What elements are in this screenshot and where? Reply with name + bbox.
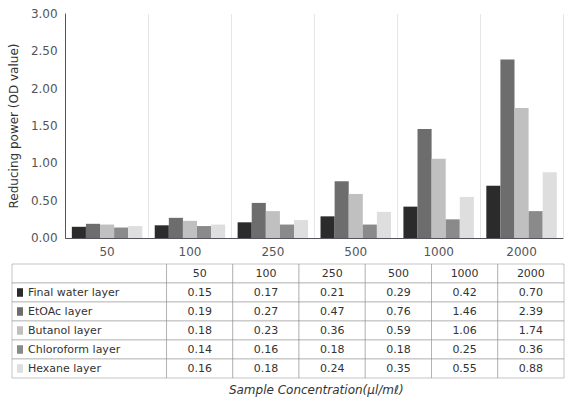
svg-text:0.00: 0.00	[31, 231, 58, 245]
svg-text:0.18: 0.18	[254, 362, 279, 375]
svg-text:0.70: 0.70	[519, 286, 544, 299]
svg-text:2.50: 2.50	[31, 44, 58, 58]
svg-text:Final water layer: Final water layer	[28, 286, 120, 299]
svg-text:0.27: 0.27	[254, 305, 279, 318]
svg-text:Chloroform layer: Chloroform layer	[28, 343, 121, 356]
svg-text:0.18: 0.18	[386, 343, 411, 356]
svg-text:0.76: 0.76	[386, 305, 411, 318]
svg-text:2000: 2000	[506, 245, 537, 259]
svg-text:1000: 1000	[423, 245, 454, 259]
svg-text:Butanol layer: Butanol layer	[28, 324, 102, 337]
svg-text:1.50: 1.50	[31, 119, 58, 133]
svg-text:250: 250	[261, 245, 284, 259]
svg-text:0.36: 0.36	[519, 343, 544, 356]
svg-text:0.88: 0.88	[519, 362, 544, 375]
svg-text:2.00: 2.00	[31, 82, 58, 96]
svg-text:0.25: 0.25	[452, 343, 477, 356]
svg-text:2.39: 2.39	[519, 305, 544, 318]
svg-text:0.15: 0.15	[187, 286, 212, 299]
svg-text:0.17: 0.17	[254, 286, 279, 299]
svg-text:2000: 2000	[517, 267, 545, 280]
svg-text:0.50: 0.50	[31, 194, 58, 208]
svg-text:0.14: 0.14	[187, 343, 212, 356]
svg-text:0.59: 0.59	[386, 324, 411, 337]
svg-text:0.19: 0.19	[187, 305, 212, 318]
svg-text:0.21: 0.21	[320, 286, 345, 299]
svg-text:1.06: 1.06	[452, 324, 477, 337]
svg-text:Sample Concentration(μl/mℓ): Sample Concentration(μl/mℓ)	[229, 383, 404, 397]
svg-text:0.23: 0.23	[254, 324, 279, 337]
svg-text:1000: 1000	[451, 267, 479, 280]
svg-text:50: 50	[99, 245, 114, 259]
svg-text:1.46: 1.46	[452, 305, 477, 318]
svg-text:EtOAc layer: EtOAc layer	[28, 305, 93, 318]
svg-text:500: 500	[344, 245, 367, 259]
svg-text:Hexane layer: Hexane layer	[28, 362, 101, 375]
svg-text:3.00: 3.00	[31, 7, 58, 21]
svg-text:1.00: 1.00	[31, 156, 58, 170]
svg-text:0.35: 0.35	[386, 362, 411, 375]
svg-text:500: 500	[388, 267, 409, 280]
svg-text:0.42: 0.42	[452, 286, 477, 299]
svg-text:0.47: 0.47	[320, 305, 345, 318]
svg-text:0.16: 0.16	[187, 362, 212, 375]
svg-text:100: 100	[255, 267, 276, 280]
svg-text:250: 250	[322, 267, 343, 280]
svg-text:0.29: 0.29	[386, 286, 411, 299]
svg-text:0.55: 0.55	[452, 362, 477, 375]
svg-text:Reducing power (OD value): Reducing power (OD value)	[7, 44, 21, 209]
svg-text:0.16: 0.16	[254, 343, 279, 356]
svg-text:1.74: 1.74	[519, 324, 544, 337]
svg-text:0.18: 0.18	[187, 324, 212, 337]
svg-text:0.36: 0.36	[320, 324, 345, 337]
svg-text:0.24: 0.24	[320, 362, 345, 375]
svg-text:100: 100	[179, 245, 202, 259]
svg-text:50: 50	[193, 267, 207, 280]
svg-text:0.18: 0.18	[320, 343, 345, 356]
